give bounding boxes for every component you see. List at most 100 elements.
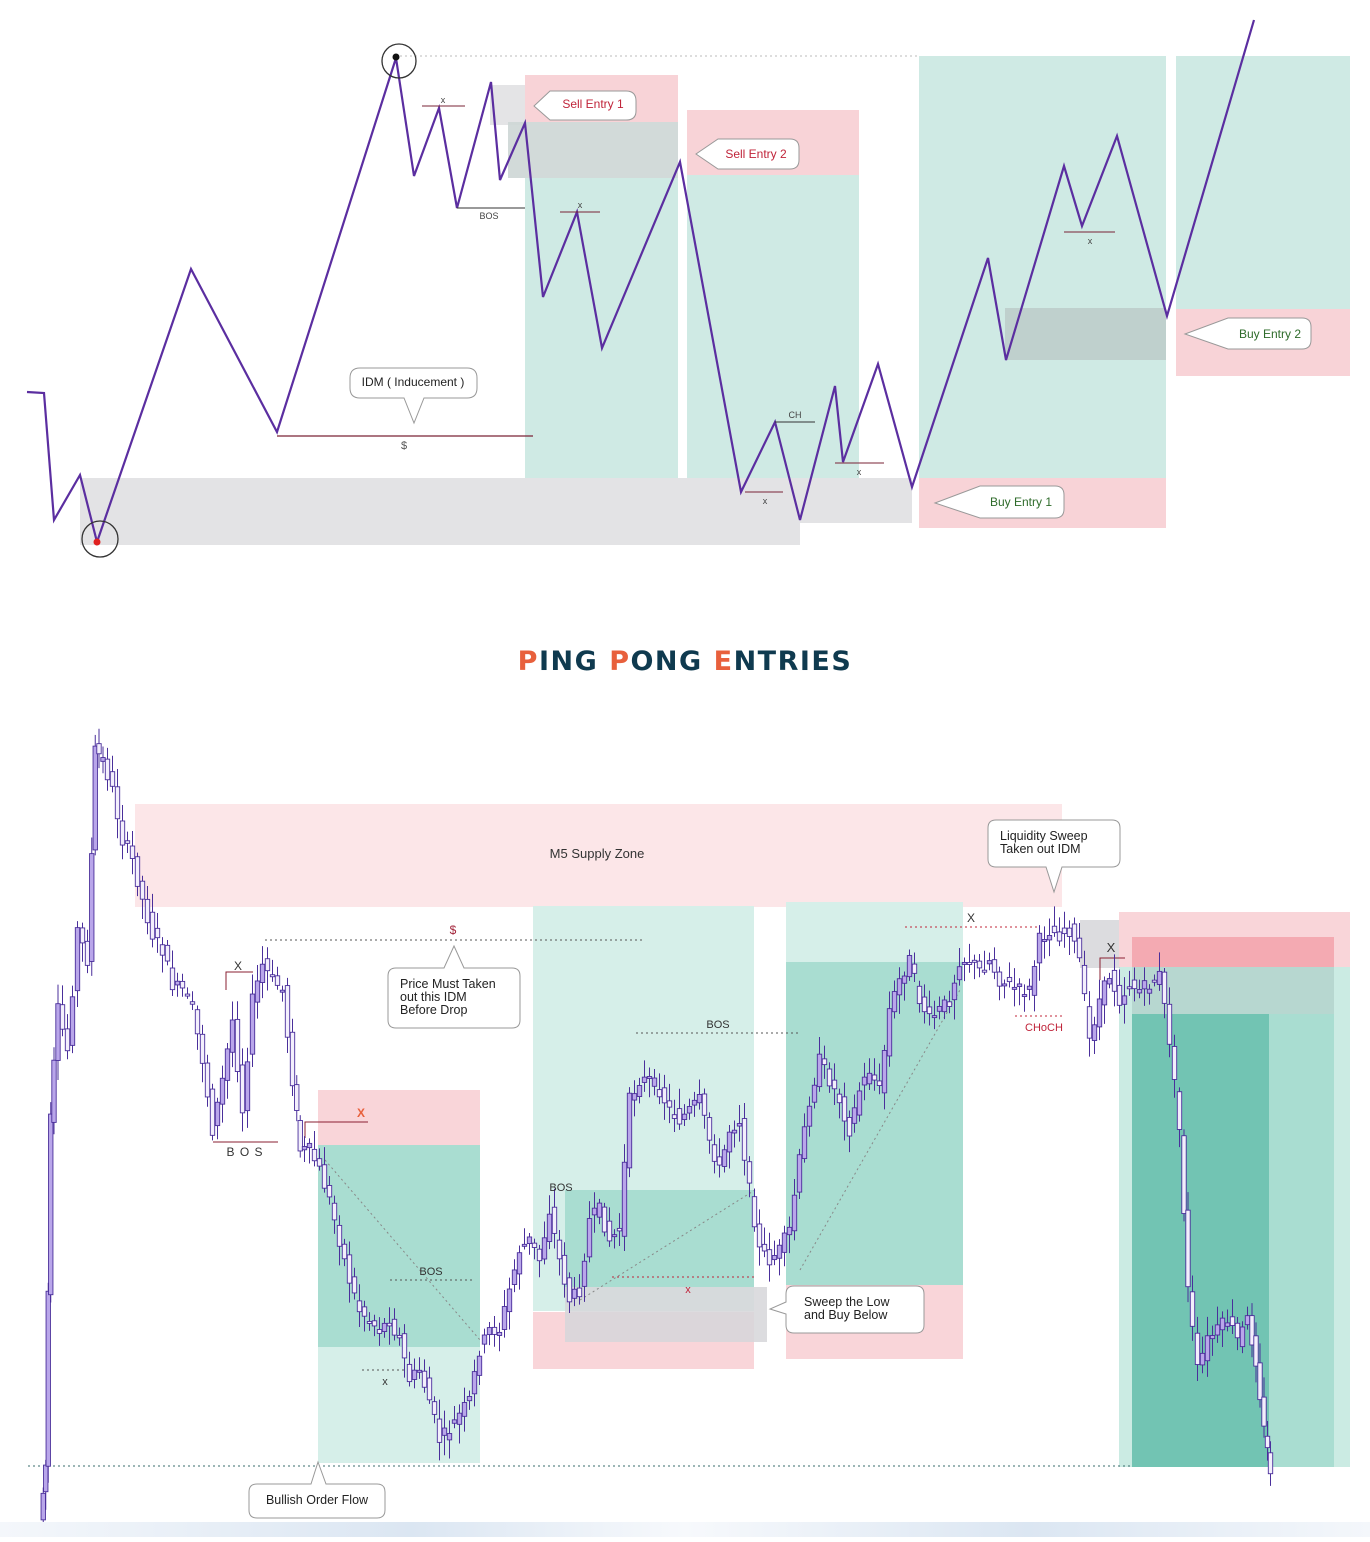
candle-body [74, 927, 81, 992]
candle-body [1151, 979, 1158, 983]
candle-body [576, 1287, 583, 1298]
candle-body [606, 1220, 613, 1242]
idm-callout: IDM ( Inducement ) [349, 367, 478, 425]
candle-body [461, 1402, 468, 1417]
title-part: NTRIES [733, 646, 853, 677]
candle-body [936, 1005, 943, 1012]
candle-body [816, 1053, 823, 1088]
candle-body [806, 1105, 813, 1127]
candle-body [511, 1269, 518, 1285]
candle-body [431, 1401, 438, 1415]
candle-body [971, 959, 978, 963]
buy-zone-teal-2 [687, 175, 859, 478]
gray-supply-zone-2 [508, 122, 678, 178]
demand-gray-zone-2 [800, 478, 912, 523]
x-mark-4: x [382, 1376, 388, 1388]
liquidity-sweep-line-2: Taken out IDM [1000, 842, 1081, 856]
candle-body [381, 1322, 388, 1332]
bos-label-top: BOS [479, 211, 498, 221]
candle-body [436, 1418, 443, 1443]
candle-body [134, 856, 141, 887]
candle-body [92, 745, 98, 851]
candle-body [129, 845, 136, 859]
candle-body [316, 1158, 323, 1167]
candle-body [621, 1161, 628, 1237]
candle-body [1006, 976, 1013, 983]
candle-body [416, 1369, 423, 1373]
candle-body [406, 1363, 413, 1383]
candle-body [371, 1320, 378, 1327]
candle-body [274, 975, 281, 986]
price-must-line-1: Price Must Taken [400, 977, 496, 991]
candle-body [981, 969, 988, 973]
candle-body [1131, 979, 1138, 990]
candle-body [1091, 1024, 1098, 1041]
m5-supply-zone [135, 804, 1062, 907]
ch-label: CH [789, 410, 802, 420]
candle-body [55, 1003, 61, 1061]
candle-body [184, 993, 191, 997]
candle-body [306, 1142, 313, 1149]
candle-body [686, 1106, 693, 1114]
buy-zone-3-light [786, 902, 963, 962]
candle-body [656, 1089, 663, 1098]
candle-body [89, 853, 95, 962]
candle-body [59, 1004, 66, 1030]
candle-body [1185, 1209, 1191, 1288]
zones [80, 56, 1350, 545]
candle-body [926, 1006, 933, 1015]
candle-body [1199, 1352, 1206, 1366]
candle-body [1121, 995, 1128, 1005]
candle-body [1171, 1046, 1178, 1080]
candle-body [331, 1202, 338, 1221]
gray-supply-zone-1 [490, 85, 525, 125]
x-mark-1: X [234, 959, 242, 973]
candle-body [696, 1094, 703, 1104]
candle-body [591, 1207, 598, 1216]
title-part: P [609, 646, 631, 677]
candle-body [366, 1321, 373, 1324]
candle-body [776, 1244, 783, 1259]
candle-body [1076, 937, 1083, 959]
choch-label: CHoCH [1025, 1022, 1063, 1034]
candle-body [96, 743, 102, 755]
candle-body [144, 898, 151, 924]
candle-body [726, 1131, 733, 1153]
candle-body [741, 1118, 748, 1161]
candle-body [1136, 989, 1143, 994]
candle-body [219, 1077, 226, 1105]
candle-body [341, 1243, 348, 1260]
buy-zone-teal-4 [1176, 56, 1350, 309]
candle-body [986, 960, 993, 965]
liquidity-sweep-line-1: Liquidity Sweep [1000, 829, 1088, 843]
candle-body [1026, 985, 1033, 990]
candle-body [746, 1161, 753, 1184]
candle-body [491, 1326, 498, 1335]
candle-body [1204, 1335, 1211, 1362]
candle-body [626, 1092, 633, 1169]
candlestick-chart: M5 Supply Zone $ B O S X X X x x X BOS B… [0, 720, 1370, 1537]
candle-body [139, 880, 146, 900]
candle-body [846, 1117, 853, 1137]
candle-body [946, 1001, 953, 1007]
candle-body [229, 1019, 236, 1053]
idm-label: IDM ( Inducement ) [362, 375, 465, 389]
candle-body [1041, 939, 1048, 942]
candle-body [356, 1300, 363, 1313]
candle-body [1061, 927, 1068, 935]
candle-body [546, 1213, 553, 1242]
bos-spaced-label: B O S [226, 1145, 263, 1159]
candle-body [911, 963, 918, 974]
candle-body [45, 1290, 51, 1467]
candle-body [641, 1076, 648, 1083]
candle-body [481, 1334, 488, 1345]
candle-body [1189, 1291, 1196, 1327]
swing-low-circle [81, 520, 119, 558]
bottom-decoration [0, 1522, 1370, 1537]
gray-demand-zone-3 [1005, 308, 1166, 360]
candle-body [506, 1288, 513, 1313]
candle-body [264, 958, 271, 972]
x-bracket-2 [304, 1121, 368, 1138]
candle-body [801, 1126, 808, 1160]
candle-body [43, 1464, 49, 1493]
